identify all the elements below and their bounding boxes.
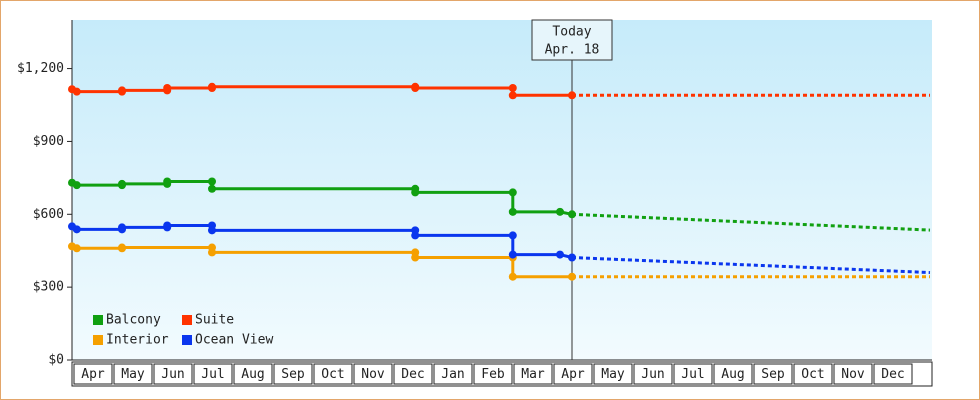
x-tick-cell <box>833 363 873 385</box>
x-tick-cell <box>713 363 753 385</box>
x-tick-label: Nov <box>841 367 865 382</box>
x-tick-cell <box>233 363 273 385</box>
x-tick-cell <box>473 363 513 385</box>
x-tick-label: Jun <box>161 367 184 382</box>
legend-label: Balcony <box>106 313 161 328</box>
today-label: Apr. 18 <box>545 43 600 58</box>
x-tick-cell <box>513 363 553 385</box>
point <box>411 253 420 262</box>
x-tick-cell <box>633 363 673 385</box>
point <box>508 207 517 216</box>
x-tick-label: Mar <box>521 367 545 382</box>
point <box>568 210 576 219</box>
point <box>508 272 517 281</box>
point <box>72 244 81 253</box>
x-tick-cell <box>673 363 713 385</box>
point <box>208 184 216 193</box>
x-tick-cell <box>593 363 633 385</box>
x-tick-cell <box>313 363 353 385</box>
point <box>568 272 576 281</box>
x-tick-label: Aug <box>721 367 744 382</box>
point <box>208 248 216 257</box>
x-tick-label: Sep <box>281 367 305 382</box>
today-box <box>531 19 613 61</box>
x-tick-label: Aug <box>241 367 264 382</box>
legend-swatch <box>182 315 192 325</box>
x-tick-cell <box>153 363 193 385</box>
point <box>508 188 517 197</box>
x-tick-label: Dec <box>881 367 904 382</box>
point <box>163 221 172 230</box>
forecast-line <box>571 212 931 232</box>
x-tick-label: Dec <box>401 367 424 382</box>
point <box>118 179 126 188</box>
point <box>72 87 81 96</box>
x-tick-label: May <box>121 367 145 382</box>
x-tick-cell <box>393 363 433 385</box>
legend-label: Interior <box>106 333 169 348</box>
x-tick-label: Feb <box>481 367 505 382</box>
point <box>118 223 126 232</box>
legend-label: Suite <box>195 313 234 328</box>
legend-swatch <box>182 335 192 345</box>
point <box>72 181 81 190</box>
y-tick-label: $600 <box>33 207 64 222</box>
point <box>556 250 564 259</box>
point <box>508 231 517 240</box>
x-tick-cell <box>433 363 473 385</box>
x-tick-label: Oct <box>321 367 344 382</box>
x-tick-label: Apr <box>561 367 585 382</box>
y-tick-label: $900 <box>33 134 64 149</box>
x-tick-cell <box>113 363 153 385</box>
point <box>568 253 576 262</box>
x-tick-label: Jun <box>641 367 664 382</box>
x-tick-cell <box>73 363 113 385</box>
point <box>118 86 126 95</box>
point <box>508 250 517 259</box>
x-tick-label: Jul <box>681 367 704 382</box>
legend-swatch <box>93 315 103 325</box>
x-tick-cell <box>753 363 793 385</box>
point <box>118 243 126 252</box>
legend-swatch <box>93 335 103 345</box>
x-tick-label: Apr <box>81 367 105 382</box>
x-tick-cell <box>193 363 233 385</box>
x-tick-label: Jan <box>441 367 464 382</box>
x-tick-cell <box>553 363 593 385</box>
x-tick-label: May <box>601 367 625 382</box>
y-tick-label: $0 <box>48 353 64 368</box>
x-tick-cell <box>353 363 393 385</box>
x-tick-label: Oct <box>801 367 824 382</box>
point <box>411 188 420 197</box>
point <box>556 207 564 216</box>
x-tick-label: Nov <box>361 367 385 382</box>
legend-label: Ocean View <box>195 333 273 348</box>
point <box>163 177 172 186</box>
point <box>163 84 172 92</box>
today-label: Today <box>552 25 591 40</box>
point <box>72 225 81 234</box>
point <box>508 84 517 92</box>
y-tick-label: $300 <box>33 280 64 295</box>
x-tick-label: Jul <box>201 367 224 382</box>
x-tick-cell <box>873 363 913 385</box>
point <box>411 84 420 92</box>
y-tick-label: $1,200 <box>17 61 64 76</box>
x-tick-cell <box>793 363 833 385</box>
point <box>208 177 216 186</box>
x-tick-label: Sep <box>761 367 785 382</box>
point <box>508 91 517 100</box>
point <box>208 226 216 235</box>
point <box>411 231 420 240</box>
point <box>568 91 576 100</box>
plot-area <box>72 20 932 360</box>
point <box>208 82 216 91</box>
forecast-line <box>571 256 931 275</box>
x-tick-cell <box>273 363 313 385</box>
